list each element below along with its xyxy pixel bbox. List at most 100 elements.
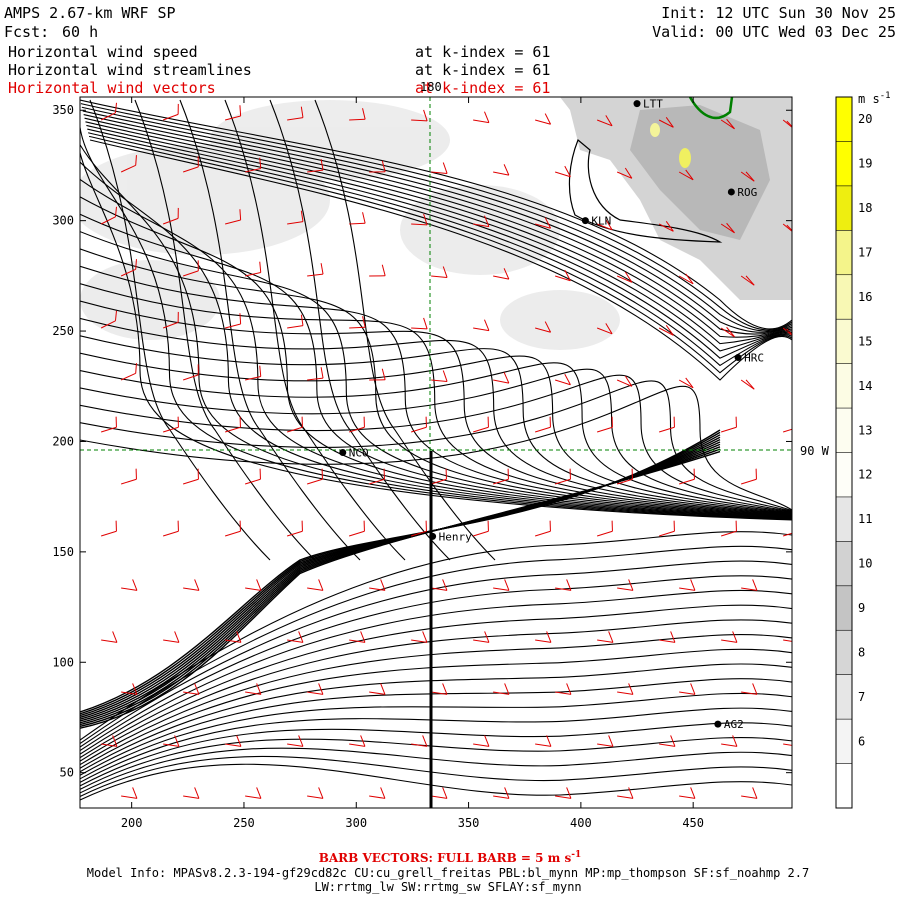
wind-barb-staff	[307, 169, 324, 173]
wind-barb-staff	[183, 478, 199, 485]
colorbar-label: 18	[858, 201, 872, 215]
wind-barb-staff	[431, 691, 448, 695]
colorbar-swatch	[836, 719, 852, 764]
wind-barb-flag	[546, 735, 552, 747]
x-tick-label: 400	[570, 816, 592, 830]
colorbar-swatch	[836, 230, 852, 275]
wind-barb-staff	[493, 478, 509, 485]
wind-barb-staff	[535, 426, 551, 433]
wind-barb-flag	[114, 206, 117, 217]
wind-barb-flag	[442, 579, 448, 591]
wind-barb-staff	[678, 171, 694, 181]
wind-barb-staff	[679, 691, 696, 695]
wind-barb-flag	[503, 268, 510, 280]
wind-barb-staff	[740, 275, 755, 286]
colorbar-swatch	[836, 541, 852, 586]
colorbar-label: 11	[858, 512, 872, 526]
wind-barb-staff	[182, 270, 199, 277]
streamline	[80, 362, 792, 513]
wind-barb-flag	[670, 735, 676, 747]
wind-barb-staff	[555, 275, 571, 282]
wind-barb-staff	[182, 166, 199, 173]
wind-barb-staff	[225, 639, 242, 643]
wind-barb-staff	[101, 530, 117, 537]
wind-barb-flag	[605, 115, 613, 127]
wind-barb-staff	[225, 426, 241, 433]
streamline	[269, 99, 451, 561]
wind-barb-flag	[685, 169, 694, 181]
wind-barb-staff	[121, 587, 138, 591]
streamline	[80, 368, 792, 513]
wind-barb-staff	[349, 639, 366, 643]
wind-barb-flag	[318, 579, 324, 591]
wind-barb-flag	[318, 683, 324, 695]
wind-barb-flag	[239, 313, 242, 324]
station-label: AG2	[724, 718, 744, 731]
wind-barb-flag	[806, 278, 815, 287]
wind-barb-flag	[815, 683, 819, 694]
wind-barb-staff	[307, 273, 324, 277]
streamline	[80, 300, 792, 515]
wind-barb-staff	[473, 530, 489, 537]
wind-barb-flag	[628, 787, 634, 799]
colorbar-swatch	[836, 674, 852, 720]
wind-barb-flag	[786, 120, 792, 128]
wind-barb-staff	[121, 691, 138, 695]
streamline	[80, 692, 792, 780]
wind-barb-staff	[431, 171, 448, 174]
station-label: LTT	[643, 98, 663, 111]
wind-barb-flag	[690, 579, 696, 591]
wind-barb-staff	[120, 164, 136, 173]
x-tick-label: 250	[233, 816, 255, 830]
wind-barb-flag	[726, 118, 735, 130]
wind-barb-flag	[628, 683, 634, 695]
streamline	[80, 736, 792, 790]
wind-barb-flag	[795, 735, 799, 746]
y-tick-label: 200	[52, 434, 74, 448]
wind-barb-flag	[442, 162, 448, 174]
wind-barb-staff	[803, 380, 815, 391]
streamline	[80, 648, 792, 769]
wind-barb-flag	[624, 375, 633, 387]
wind-barb-flag	[360, 735, 366, 747]
wind-barb-flag	[732, 631, 738, 643]
wind-barb-staff	[493, 691, 510, 695]
colorbar-label: 20	[858, 112, 872, 126]
wind-barb-staff	[493, 275, 509, 280]
wind-barb-staff	[411, 530, 427, 537]
x-tick-label: 350	[458, 816, 480, 830]
wind-barb-flag	[624, 271, 633, 283]
wind-barb-staff	[596, 223, 613, 231]
wind-barb-staff	[287, 743, 304, 747]
wind-barb-staff	[245, 271, 261, 277]
wind-barb-staff	[659, 743, 676, 747]
wind-barb-staff	[720, 119, 735, 130]
wind-barb-flag	[685, 377, 694, 389]
wind-barb-flag	[726, 222, 735, 234]
colorbar-label: 15	[858, 334, 872, 348]
streamline	[80, 707, 792, 783]
streamline	[314, 99, 496, 561]
streamline	[80, 634, 792, 766]
colorbar-swatch	[836, 585, 852, 631]
stations: LTT ROG KLN HRC NCO Henry AG2	[339, 98, 764, 731]
wind-barb-staff	[721, 426, 737, 433]
wind-barb-staff	[162, 217, 179, 225]
streamline	[80, 144, 792, 520]
wind-barb-staff	[617, 587, 634, 591]
wind-barb-staff	[555, 795, 572, 799]
wind-barb-flag	[360, 631, 366, 643]
wind-barb-flag	[795, 631, 799, 642]
station-marker	[339, 449, 347, 456]
wind-barb-flag	[484, 111, 490, 123]
wind-barb-flag	[544, 217, 552, 229]
wind-barb-staff	[555, 379, 571, 386]
wind-barb-staff	[803, 276, 815, 287]
wind-barb-flag	[564, 165, 571, 177]
wind-barbs	[100, 102, 819, 799]
wind-barb-staff	[678, 379, 694, 389]
wind-barb-staff	[225, 743, 242, 747]
wind-barb-staff	[617, 478, 633, 485]
forecast-label: Fcst:	[4, 23, 49, 41]
